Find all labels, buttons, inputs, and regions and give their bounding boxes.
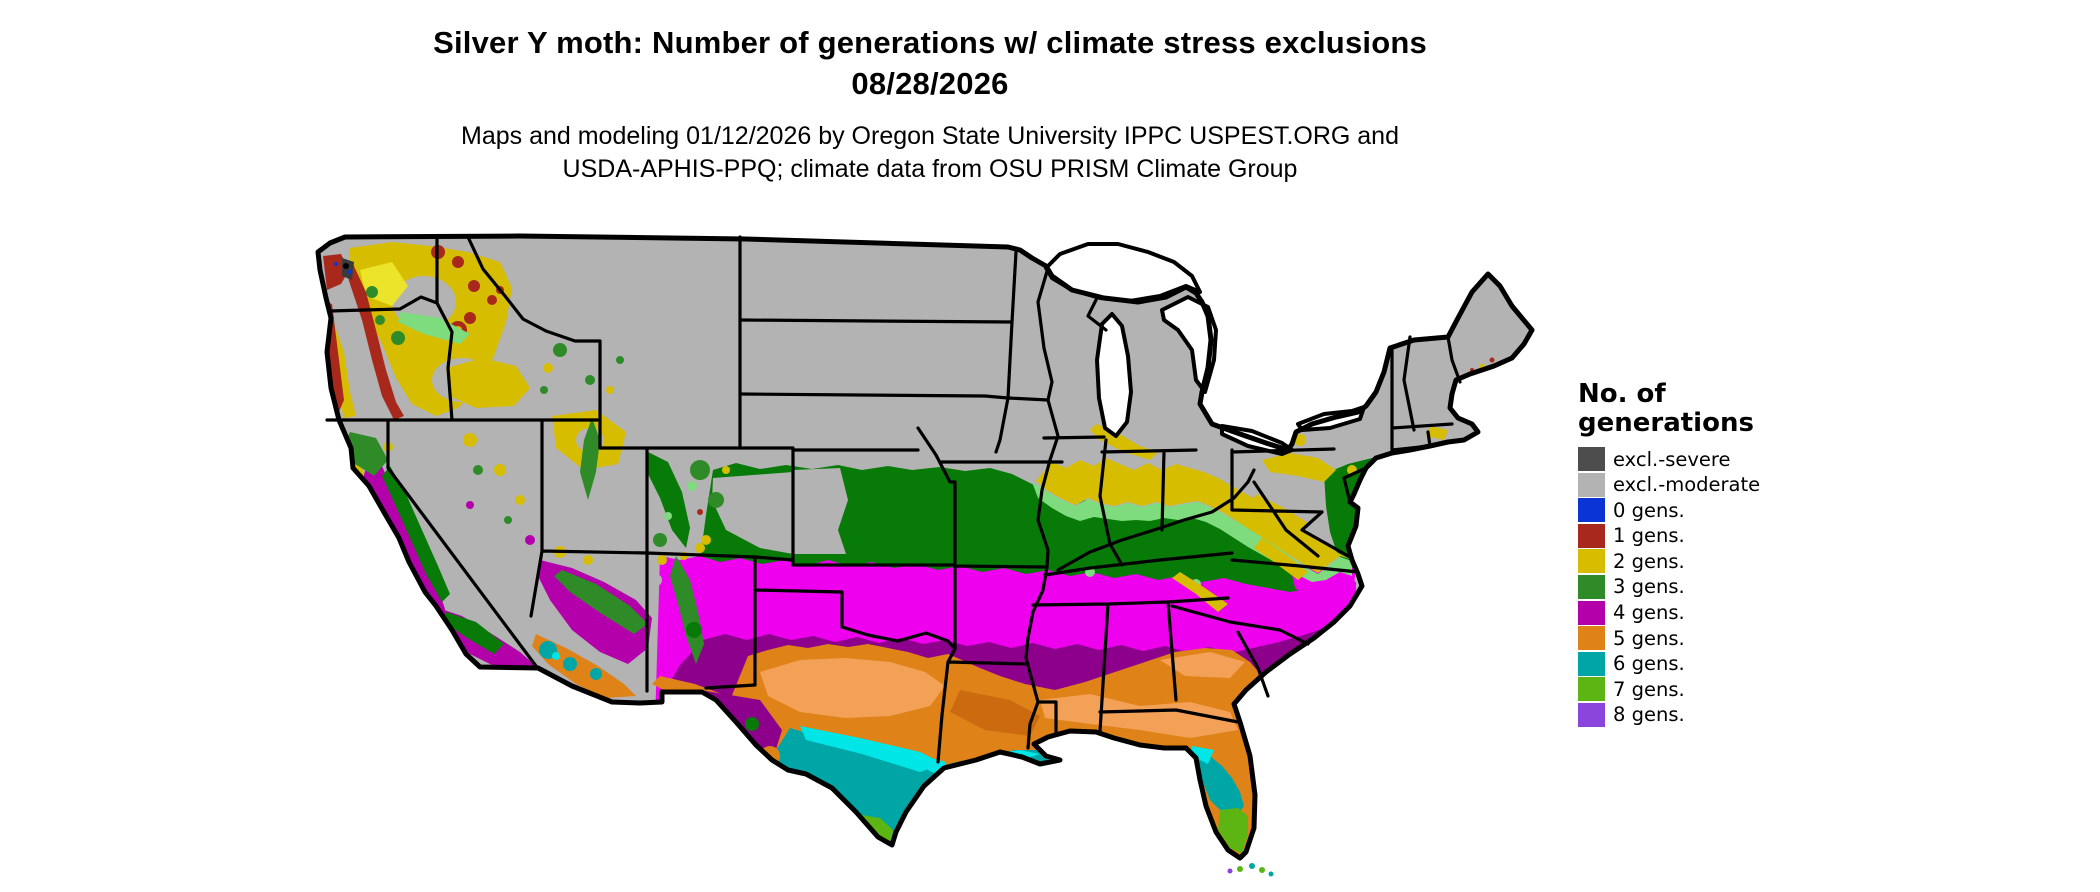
gens-5-label: 5 gens. (1613, 626, 1685, 650)
legend-row: excl.-moderate (1578, 472, 1838, 497)
gens-0-swatch (1578, 498, 1605, 523)
legend-row: 7 gens. (1578, 677, 1838, 702)
gens-3-label: 3 gens. (1613, 575, 1685, 599)
great-lakes (1044, 242, 1366, 456)
gens-4-swatch (1578, 600, 1605, 625)
gens-4-label: 4 gens. (1613, 601, 1685, 625)
gens-6-label: 6 gens. (1613, 652, 1685, 676)
legend-row: 3 gens. (1578, 574, 1838, 599)
gens-2-label: 2 gens. (1613, 549, 1685, 573)
legend-title: No. of generations (1578, 380, 1838, 438)
legend-title-line-1: No. of (1578, 379, 1666, 409)
legend-row: 6 gens. (1578, 651, 1838, 676)
map-title-block: Silver Y moth: Number of generations w/ … (0, 22, 1860, 104)
state-borders (325, 235, 1462, 764)
legend: No. of generations excl.-severe excl.-mo… (1578, 380, 1838, 729)
excl-severe-label: excl.-severe (1613, 447, 1731, 471)
us-outline (315, 233, 1535, 861)
gens-7-label: 7 gens. (1613, 677, 1685, 701)
legend-row: 2 gens. (1578, 549, 1838, 574)
legend-items: excl.-severe excl.-moderate 0 gens. 1 ge… (1578, 447, 1838, 729)
legend-row: 0 gens. (1578, 498, 1838, 523)
gens-7-region (856, 808, 1248, 854)
florida-keys (1227, 863, 1274, 877)
map-date: 08/28/2026 (851, 66, 1009, 101)
excl-moderate-label: excl.-moderate (1613, 473, 1761, 497)
gens-1-swatch (1578, 523, 1605, 548)
legend-row: 5 gens. (1578, 626, 1838, 651)
gens-5-swatch (1578, 626, 1605, 651)
excl-moderate-repaint (712, 468, 848, 554)
map-subtitle-block: Maps and modeling 01/12/2026 by Oregon S… (0, 120, 1860, 186)
subtitle-line-1: Maps and modeling 01/12/2026 by Oregon S… (461, 122, 1399, 150)
gens-0-label: 0 gens. (1613, 498, 1685, 522)
gens-3-swatch (1578, 574, 1605, 599)
excl-severe-swatch (1578, 447, 1605, 471)
legend-title-line-2: generations (1578, 408, 1754, 438)
lake-michigan (1095, 312, 1133, 438)
gens-6-swatch (1578, 651, 1605, 676)
gens-8-label: 8 gens. (1613, 703, 1685, 727)
legend-row: 8 gens. (1578, 702, 1838, 727)
gens-2-swatch (1578, 549, 1605, 574)
gens-1-label: 1 gens. (1613, 524, 1685, 548)
legend-row: 1 gens. (1578, 523, 1838, 548)
subtitle-line-2: USDA-APHIS-PPQ; climate data from OSU PR… (562, 155, 1298, 183)
gens-8-swatch (1578, 702, 1605, 727)
legend-row: 4 gens. (1578, 600, 1838, 625)
map-title: Silver Y moth: Number of generations w/ … (433, 25, 1427, 60)
gens-7-swatch (1578, 677, 1605, 702)
legend-row: excl.-severe (1578, 447, 1838, 471)
excl-moderate-swatch (1578, 472, 1605, 497)
